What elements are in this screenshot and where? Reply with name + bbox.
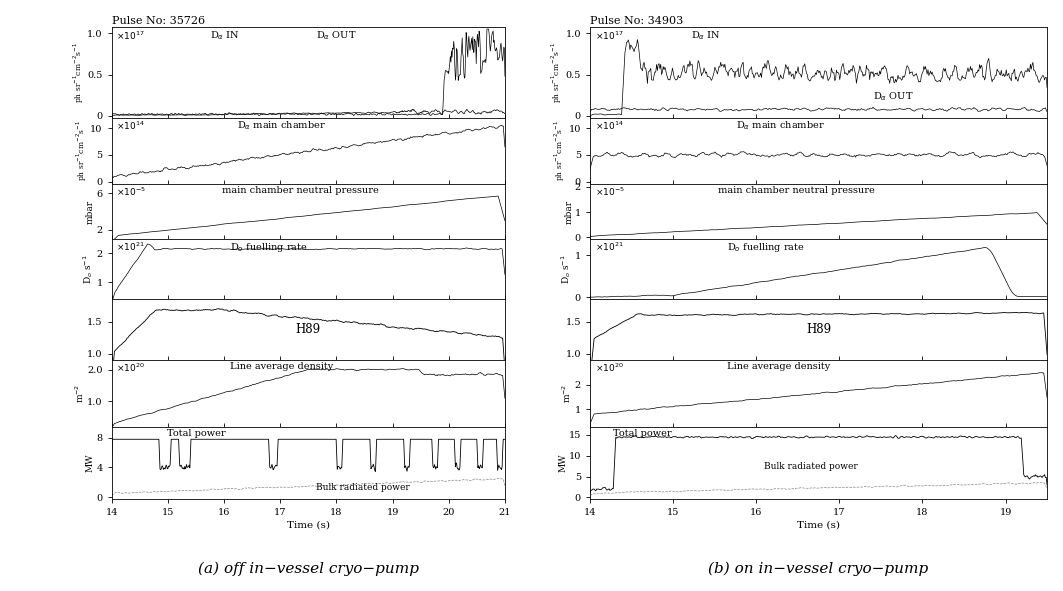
Y-axis label: mbar: mbar: [564, 199, 573, 223]
Text: D$_\alpha$ OUT: D$_\alpha$ OUT: [316, 30, 357, 42]
Text: $\times10^{17}$: $\times10^{17}$: [116, 30, 145, 42]
Text: Total power: Total power: [613, 429, 672, 438]
Text: Bulk radiated power: Bulk radiated power: [316, 483, 410, 492]
Text: $\times10^{-5}$: $\times10^{-5}$: [116, 186, 146, 198]
Y-axis label: ph sr$^{-1}$cm$^{-2}$s$^{-1}$: ph sr$^{-1}$cm$^{-2}$s$^{-1}$: [553, 121, 568, 181]
Text: $\times10^{20}$: $\times10^{20}$: [594, 362, 623, 374]
Y-axis label: ph sr$^{-1}$cm$^{-2}$s$^{-1}$: ph sr$^{-1}$cm$^{-2}$s$^{-1}$: [74, 121, 89, 181]
Text: $\times10^{21}$: $\times10^{21}$: [116, 241, 145, 253]
X-axis label: Time (s): Time (s): [797, 520, 840, 529]
Y-axis label: MW: MW: [558, 454, 568, 472]
Text: main chamber neutral pressure: main chamber neutral pressure: [718, 186, 875, 195]
Y-axis label: MW: MW: [86, 454, 95, 472]
Text: $\times10^{14}$: $\times10^{14}$: [594, 119, 623, 132]
Text: $\times10^{14}$: $\times10^{14}$: [116, 119, 145, 132]
Text: D$_\alpha$ main chamber: D$_\alpha$ main chamber: [737, 119, 825, 132]
Text: $\times10^{17}$: $\times10^{17}$: [594, 30, 623, 42]
Y-axis label: mbar: mbar: [86, 199, 95, 223]
Y-axis label: D$_o$ s$^{-1}$: D$_o$ s$^{-1}$: [81, 254, 95, 284]
Y-axis label: m$^{-2}$: m$^{-2}$: [561, 384, 573, 403]
Text: H89: H89: [806, 323, 831, 336]
Y-axis label: m$^{-2}$: m$^{-2}$: [73, 384, 86, 403]
Text: (b) on in−vessel cryo−pump: (b) on in−vessel cryo−pump: [708, 562, 929, 576]
Text: D$_\alpha$ main chamber: D$_\alpha$ main chamber: [237, 119, 326, 132]
Text: H89: H89: [296, 323, 321, 336]
Text: $\times10^{-5}$: $\times10^{-5}$: [594, 186, 624, 198]
Text: D$_\alpha$ IN: D$_\alpha$ IN: [210, 30, 239, 42]
Text: Total power: Total power: [167, 429, 225, 438]
Text: $\times10^{21}$: $\times10^{21}$: [594, 241, 623, 253]
Text: D$_\alpha$ IN: D$_\alpha$ IN: [691, 30, 721, 42]
X-axis label: Time (s): Time (s): [287, 520, 330, 529]
Y-axis label: ph sr$^{-1}$cm$^{-2}$s$^{-1}$: ph sr$^{-1}$cm$^{-2}$s$^{-1}$: [71, 41, 86, 103]
Y-axis label: D$_o$ s$^{-1}$: D$_o$ s$^{-1}$: [559, 254, 573, 284]
Text: (a) off in−vessel cryo−pump: (a) off in−vessel cryo−pump: [198, 562, 419, 576]
Text: $\times10^{20}$: $\times10^{20}$: [116, 362, 145, 374]
Text: Pulse No: 34903: Pulse No: 34903: [590, 16, 684, 26]
Text: Line average density: Line average density: [727, 362, 830, 371]
Text: Bulk radiated power: Bulk radiated power: [763, 462, 858, 470]
Text: D$_o$ fuelling rate: D$_o$ fuelling rate: [727, 241, 805, 254]
Text: D$_\alpha$ OUT: D$_\alpha$ OUT: [874, 90, 914, 103]
Text: D$_o$ fuelling rate: D$_o$ fuelling rate: [230, 241, 307, 254]
Text: main chamber neutral pressure: main chamber neutral pressure: [222, 186, 378, 195]
Text: Line average density: Line average density: [230, 362, 333, 371]
Y-axis label: ph sr$^{-1}$cm$^{-2}$s$^{-1}$: ph sr$^{-1}$cm$^{-2}$s$^{-1}$: [550, 41, 564, 103]
Text: Pulse No: 35726: Pulse No: 35726: [112, 16, 205, 26]
